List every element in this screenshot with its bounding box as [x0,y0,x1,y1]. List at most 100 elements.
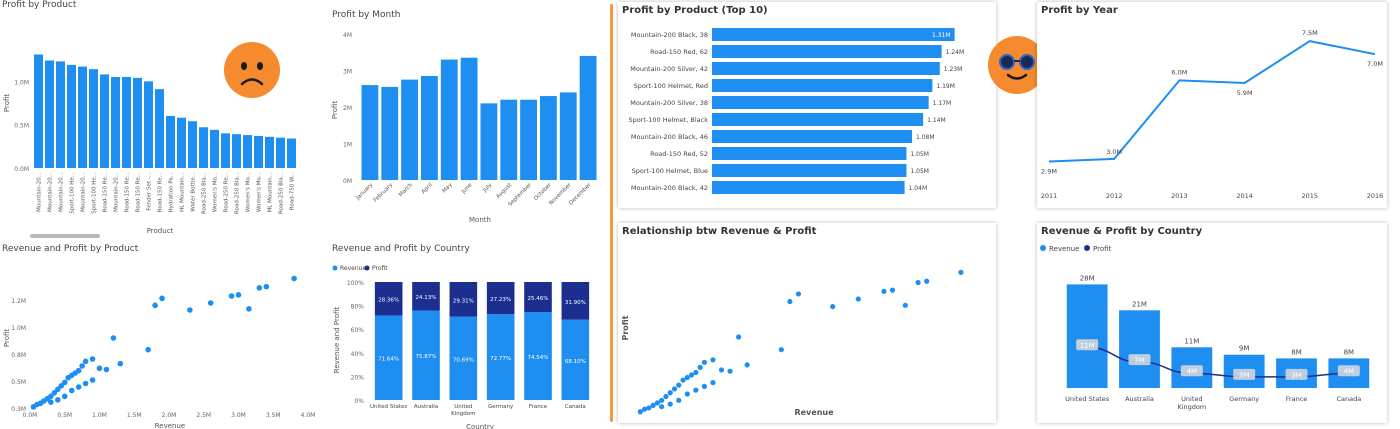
bar [45,60,54,168]
bar [361,85,379,180]
bar [166,116,175,168]
bar [712,181,905,194]
y-axis-title: Profit [331,101,339,120]
x-tick-label: Mountain-20... [48,172,54,212]
scatter-point [246,306,252,312]
scatter-point [710,380,716,386]
bar [401,79,418,180]
bar [56,61,65,168]
scatter-point [79,363,85,369]
y-tick-label: 0.5M [11,379,26,386]
scatter-point [667,390,673,396]
y-tick-label: 100% [347,280,364,287]
y-axis-title: Profit [621,315,630,340]
data-label: 75.87% [416,354,437,360]
y-tick-label: 60% [351,327,365,334]
scatter-point [75,384,82,390]
x-tick-label: France [1286,395,1308,403]
x-tick-label: Australia [414,404,438,410]
legend-label: Revenue [1049,245,1080,253]
scatter-point [58,383,65,389]
data-label: 70.69% [453,357,474,363]
scatter-point [676,382,682,388]
x-tick-label: United [1181,395,1202,403]
revenue-profit-scatter: 0.3M 0.5M 0.8M 1.0M 1.2M 0.0M 0.5M 1.0M 1.5M 2.0M… [3,275,316,429]
scatter-point [684,391,690,397]
bar [500,99,518,180]
panel-revenue-profit-by-country-pct: Revenue and Profit by Country Revenue Pro… [330,240,600,429]
bar [712,45,942,58]
data-label: 1.04M [909,185,928,192]
x-tick-label: December [568,182,593,207]
y-tick-label: 1M [343,142,352,149]
x-tick-label: Fender Set -... [147,172,153,211]
x-tick-label: Road-250 Re... [224,172,230,212]
bar [480,103,498,180]
scatter-point [744,362,750,368]
scatter-point [778,347,784,353]
legend-marker [1084,245,1090,251]
bar-segment-revenue [412,310,440,400]
bar [89,69,98,168]
x-tick-label: 4.0M [301,412,316,419]
x-tick-label: Road-250 Bla... [279,172,285,214]
y-tick-label: Sport-100 Helmet, Blue [632,167,708,175]
y-tick-label: Road-150 Red, 52 [650,150,708,158]
x-tick-label: France [529,404,548,410]
scatter-point [693,369,699,376]
revenue-profit-100pct-chart: Revenue Profit 0% 20% 40% 60% 80% 100% 71.64% 28.… [332,265,590,429]
scrollbar [30,234,100,238]
scatter-point [48,399,54,405]
scatter-point [795,291,802,297]
legend-marker [364,265,370,271]
x-tick-label: Women's Mo... [213,172,219,212]
panel-profit-by-year: Profit by Year 2.9M 3.0M 6.0M 5.9M 7.5M 7.0M 2… [1037,2,1387,208]
data-label: 4M [1344,368,1355,376]
legend-label: Revenue [340,265,366,272]
bar [712,130,912,143]
chart-title: Profit by Year [1041,5,1118,16]
y-tick-label: 3M [343,69,352,76]
bar [78,66,87,168]
x-tick-label: 2.5M [196,412,211,419]
scatter-point [727,368,733,374]
bar-segment-revenue [486,314,515,400]
y-tick-label: 0.5M [14,123,29,130]
scatter-point [697,364,703,370]
scatter-point [830,304,836,310]
scatter-point [187,307,193,313]
panel-relationship-revenue-profit: Relationship btw Revenue & Profit Revenu… [618,223,996,423]
x-tick-label: May [441,182,454,195]
bar [540,96,557,180]
y-tick-label: 80% [351,304,365,311]
bar-segment-revenue [561,319,590,400]
scatter-point [55,397,61,403]
data-label: 6.0M [1171,68,1187,76]
scatter-point [228,293,235,299]
chart-title: Revenue and Profit by Country [332,244,470,254]
x-tick-label: Road-150 Re... [103,172,109,212]
data-label: 28.36% [378,298,399,304]
y-tick-label: 0.3M [11,406,26,413]
x-axis-title: Revenue [794,408,834,417]
x-tick-label: Germany [1229,395,1259,403]
y-tick-label: 0.0M [14,166,29,173]
scatter-point [659,397,665,403]
scatter-point [75,367,82,374]
scatter-point [110,335,117,341]
scatter-point [684,374,690,381]
bar [712,147,907,160]
y-tick-label: 0.8M [11,352,26,359]
bar-segment-profit [561,282,590,320]
x-tick-label: July [481,182,493,194]
profit-by-product-chart: 0.0M 0.5M 1.0M Mountain-20... Mountain-20...… [3,54,296,238]
scatter-point [881,288,887,294]
scatter-point [924,278,930,284]
x-tick-label: United States [370,404,407,410]
x-tick-label: Mountain-20... [37,172,43,212]
bar [34,54,43,168]
x-tick-label: Road-750 W... [290,172,296,210]
bar-segment-profit [412,282,440,311]
bar [254,135,263,168]
